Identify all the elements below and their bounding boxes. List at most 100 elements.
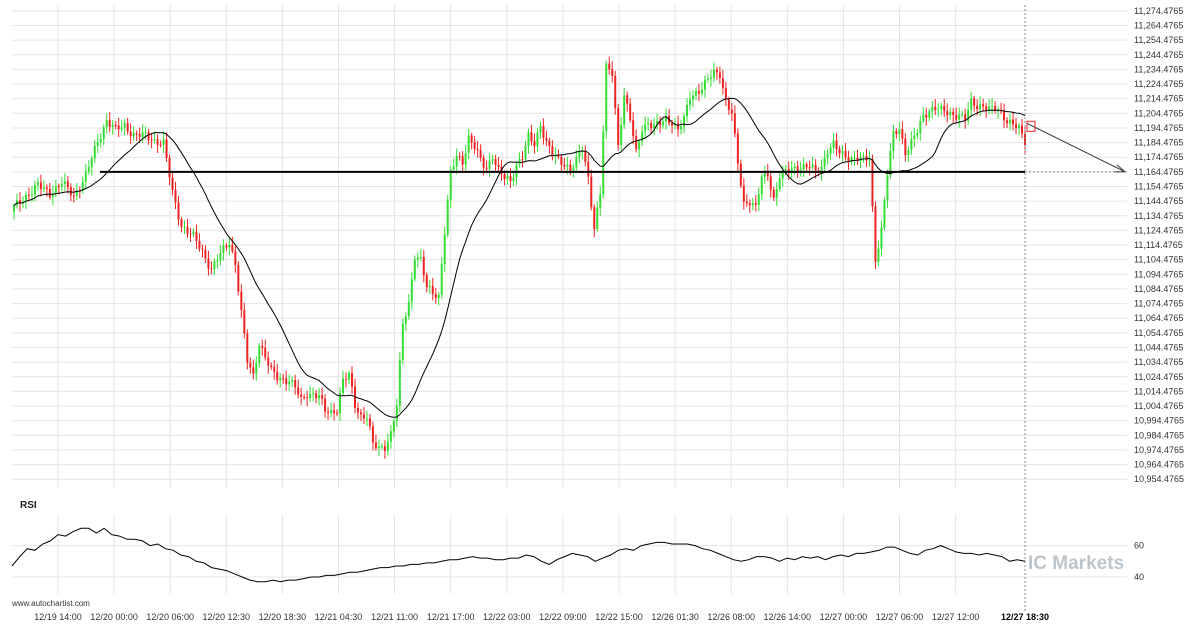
candle-body	[688, 99, 691, 105]
candle-body	[733, 113, 736, 134]
candle-body	[784, 169, 787, 171]
candle-body	[919, 120, 922, 133]
candle-body	[255, 363, 258, 374]
candle-body	[377, 446, 380, 449]
candle	[90, 155, 93, 176]
candle-body	[802, 164, 805, 170]
candle-body	[877, 248, 880, 262]
candle	[518, 152, 521, 168]
candle	[342, 370, 345, 396]
candle	[309, 385, 312, 402]
candle	[871, 154, 874, 212]
price-tick-label: 11,084.4765	[1134, 284, 1183, 294]
candle-body	[686, 104, 689, 117]
candle	[751, 197, 754, 211]
candle-body	[473, 142, 476, 150]
candle	[60, 177, 63, 192]
candle-body	[303, 396, 306, 398]
candle	[425, 272, 428, 293]
candle	[147, 128, 150, 145]
candle	[775, 181, 778, 206]
candle	[177, 195, 180, 226]
candle	[315, 389, 318, 404]
candle	[243, 302, 246, 339]
candle-body	[57, 186, 60, 188]
candle	[144, 126, 147, 140]
candle	[841, 145, 844, 162]
price-tick-label: 11,154.4765	[1134, 181, 1183, 191]
candle	[467, 128, 470, 160]
candle	[117, 117, 120, 138]
candle	[823, 149, 826, 172]
candle	[491, 154, 494, 165]
price-tick-label: 11,064.4765	[1134, 313, 1183, 323]
candle	[359, 408, 362, 421]
candle-body	[470, 135, 473, 143]
candle-body	[321, 395, 324, 399]
candle	[880, 220, 883, 257]
candle-body	[1015, 124, 1018, 129]
candle-body	[727, 99, 730, 110]
time-tick-label: 12/26 14:00	[764, 612, 812, 622]
candle	[336, 409, 339, 417]
candle-body	[362, 414, 365, 419]
price-tick-label: 11,224.4765	[1134, 79, 1183, 89]
candle	[814, 159, 817, 179]
time-tick-label: 12/26 08:00	[707, 612, 755, 622]
candle-body	[234, 251, 237, 265]
candle	[542, 118, 545, 145]
candle-body	[419, 257, 422, 259]
candle	[479, 144, 482, 162]
candle-body	[916, 132, 919, 136]
candle-body	[991, 105, 994, 107]
candle	[733, 105, 736, 138]
candle-body	[252, 367, 255, 374]
candle	[195, 224, 198, 249]
candle-body	[123, 123, 126, 128]
candle-body	[494, 159, 497, 165]
candle-body	[90, 158, 93, 168]
candle-body	[246, 333, 249, 363]
time-tick-label: 12/27 18:30	[1001, 612, 1049, 622]
candle	[285, 370, 288, 391]
candle	[72, 187, 75, 203]
candle-body	[189, 233, 192, 235]
candle	[943, 98, 946, 118]
candle	[228, 238, 231, 256]
candle-body	[434, 293, 437, 298]
candle-body	[718, 72, 721, 79]
price-tick-label: 11,264.4765	[1134, 20, 1183, 30]
candle	[979, 96, 982, 116]
candle-body	[964, 114, 967, 121]
candle	[694, 87, 697, 100]
candle	[691, 90, 694, 107]
candle-body	[96, 142, 99, 146]
candle	[78, 186, 81, 199]
candle-body	[476, 149, 479, 151]
candle	[455, 148, 458, 175]
candle-body	[805, 164, 808, 168]
candle	[997, 105, 1000, 120]
candle	[898, 122, 901, 142]
candle-body	[712, 69, 715, 78]
candle-body	[228, 244, 231, 248]
candle	[282, 374, 285, 385]
candle	[84, 163, 87, 190]
candle-body	[587, 161, 590, 177]
candle	[530, 124, 533, 146]
candle	[276, 363, 279, 385]
candle-body	[1006, 120, 1009, 124]
candle-body	[219, 252, 222, 261]
candle	[162, 131, 165, 153]
candle	[350, 366, 353, 395]
candle-body	[662, 121, 665, 126]
candle-body	[183, 226, 186, 228]
candle-body	[766, 172, 769, 177]
candle	[967, 101, 970, 126]
candle	[856, 149, 859, 165]
candle	[955, 107, 958, 123]
candle	[36, 177, 39, 191]
candle-body	[820, 166, 823, 173]
candle-body	[856, 157, 859, 161]
candle-body	[342, 378, 345, 393]
